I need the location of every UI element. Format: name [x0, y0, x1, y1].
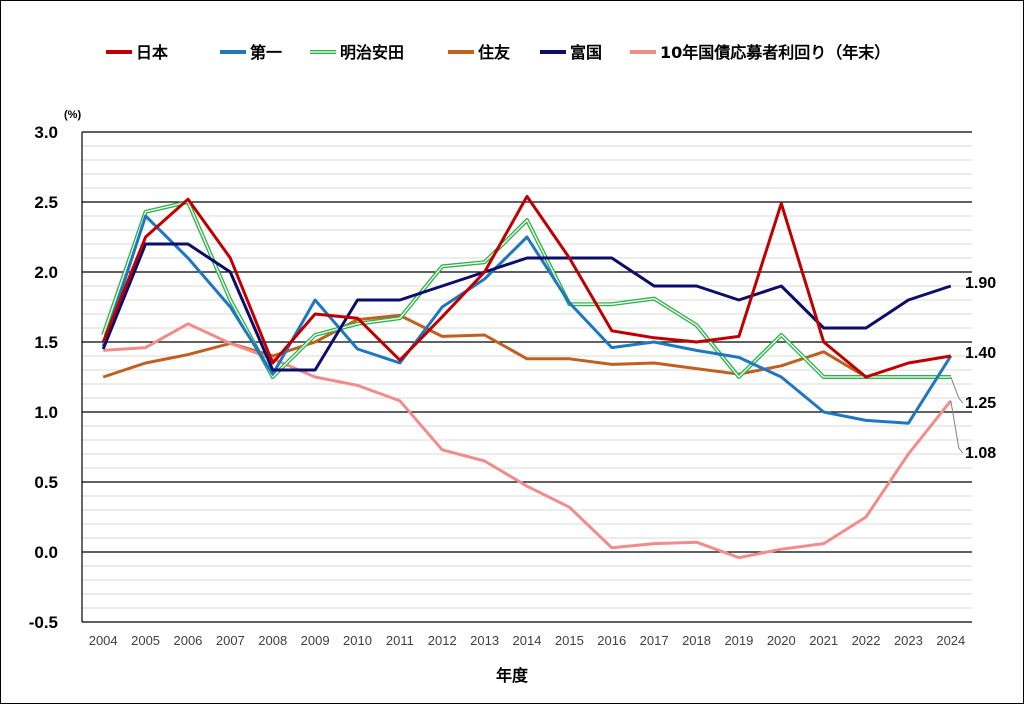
y-tick-label: 0.5 — [34, 473, 58, 492]
end-label: 1.90 — [965, 275, 996, 292]
legend: 日本 第一 明治安田 住友 富国 10年国債応募者利回り（年末） — [106, 43, 890, 62]
x-tick-label: 2021 — [809, 633, 838, 648]
x-tick-label: 2016 — [597, 633, 626, 648]
series-line — [103, 322, 952, 560]
x-tick-label: 2024 — [936, 633, 965, 648]
y-tick-label: 1.5 — [34, 333, 58, 352]
end-label-leader — [950, 400, 964, 454]
x-tick-label: 2014 — [513, 633, 542, 648]
y-tick-label: 3.0 — [34, 123, 58, 142]
x-axis-label: 年度 — [496, 666, 529, 685]
y-axis-ticks: 3.0 2.5 2.0 1.5 1.0 0.5 0.0 -0.5 — [29, 123, 58, 632]
x-tick-label: 2023 — [894, 633, 923, 648]
x-tick-label: 2007 — [216, 633, 245, 648]
legend-label: 富国 — [570, 43, 602, 62]
series-lines — [101, 194, 953, 560]
x-tick-label: 2005 — [131, 633, 160, 648]
end-label: 1.25 — [965, 395, 996, 412]
major-gridlines — [81, 131, 972, 623]
x-tick-label: 2012 — [428, 633, 457, 648]
x-tick-label: 2004 — [89, 633, 118, 648]
x-tick-label: 2020 — [767, 633, 796, 648]
y-axis-unit: (%) — [64, 109, 81, 121]
legend-label: 10年国債応募者利回り（年末） — [660, 43, 890, 62]
x-tick-label: 2017 — [640, 633, 669, 648]
series-line-inner — [102, 201, 951, 378]
legend-label: 第一 — [250, 43, 282, 62]
series-line — [101, 214, 953, 425]
legend-label: 明治安田 — [340, 43, 404, 62]
y-tick-label: 1.0 — [34, 403, 58, 422]
legend-label: 日本 — [136, 43, 168, 62]
y-tick-label: 0.0 — [34, 543, 58, 562]
x-tick-label: 2006 — [173, 633, 202, 648]
x-tick-label: 2018 — [682, 633, 711, 648]
end-labels: 1.90 1.40 1.25 1.08 — [950, 275, 996, 462]
x-tick-label: 2022 — [852, 633, 881, 648]
x-tick-label: 2011 — [386, 633, 414, 648]
x-tick-label: 2009 — [301, 633, 330, 648]
y-tick-label: -0.5 — [29, 613, 58, 632]
end-label: 1.08 — [965, 445, 996, 462]
y-tick-label: 2.0 — [34, 263, 58, 282]
x-tick-label: 2013 — [470, 633, 499, 648]
x-tick-label: 2008 — [258, 633, 287, 648]
end-label: 1.40 — [965, 345, 996, 362]
end-label-leader — [950, 376, 964, 404]
x-tick-label: 2015 — [555, 633, 584, 648]
series-line — [101, 242, 952, 372]
x-axis-ticks: 2004 2005 2006 2007 2008 2009 2010 2011 2012 2013… — [89, 633, 966, 648]
y-tick-label: 2.5 — [34, 193, 58, 212]
x-tick-label: 2019 — [724, 633, 753, 648]
series-line — [102, 313, 951, 379]
x-tick-label: 2010 — [343, 633, 372, 648]
series-line — [101, 194, 952, 379]
legend-label: 住友 — [478, 43, 511, 62]
